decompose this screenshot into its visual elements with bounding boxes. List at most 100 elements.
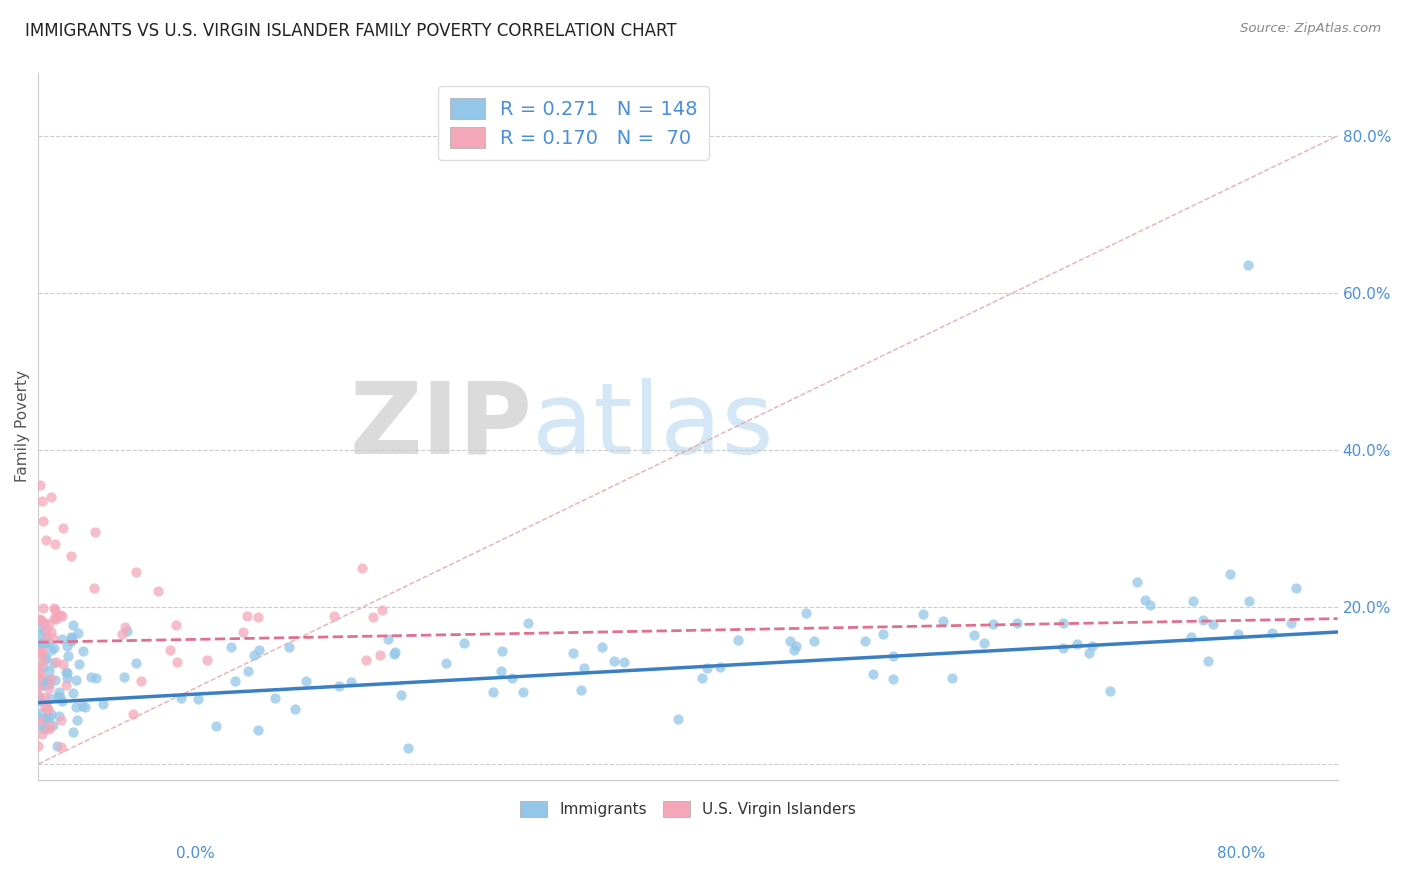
Point [70, 699, 93, 714]
Point [35, 630, 58, 644]
Point [38, 617, 60, 632]
Point [27, 710, 49, 724]
Point [67, 657, 90, 672]
Point [122, 706, 145, 721]
Point [46, 689, 69, 703]
Point [59, 632, 82, 647]
Point [295, 674, 318, 689]
Point [159, 643, 181, 657]
Point [1237, 258, 1260, 272]
Point [1180, 630, 1202, 644]
Text: 80.0%: 80.0% [1218, 846, 1265, 861]
Point [32, 514, 55, 528]
Point [382, 648, 405, 662]
Point [224, 673, 246, 688]
Point [84, 525, 107, 540]
Point [434, 656, 457, 670]
Point [48, 708, 70, 723]
Point [28, 478, 51, 492]
Point [882, 673, 904, 687]
Point [328, 679, 350, 693]
Point [83, 581, 105, 595]
Point [42, 631, 65, 645]
Point [28, 645, 51, 659]
Point [35, 533, 58, 548]
Point [56, 639, 79, 653]
Point [396, 741, 419, 756]
Point [377, 632, 399, 646]
Point [32, 637, 55, 651]
Point [322, 608, 344, 623]
Point [35, 673, 58, 687]
Point [34, 700, 56, 714]
Legend: Immigrants, U.S. Virgin Islanders: Immigrants, U.S. Virgin Islanders [512, 793, 863, 825]
Point [49, 690, 72, 705]
Point [49, 607, 72, 622]
Point [55, 665, 77, 679]
Point [125, 656, 148, 670]
Point [782, 643, 804, 657]
Point [389, 688, 412, 702]
Point [453, 636, 475, 650]
Point [690, 671, 713, 685]
Point [727, 632, 749, 647]
Point [1077, 646, 1099, 660]
Point [32, 635, 55, 649]
Point [30, 618, 52, 632]
Point [236, 664, 259, 678]
Point [339, 675, 361, 690]
Point [973, 636, 995, 650]
Point [247, 723, 270, 737]
Point [1237, 593, 1260, 607]
Point [352, 560, 374, 574]
Point [41, 490, 63, 504]
Point [39, 706, 62, 721]
Point [1181, 593, 1204, 607]
Point [62, 618, 84, 632]
Point [35, 711, 58, 725]
Point [803, 634, 825, 648]
Point [91, 698, 114, 712]
Point [59, 549, 82, 563]
Point [363, 609, 385, 624]
Point [1052, 641, 1074, 656]
Point [45, 739, 67, 753]
Point [37, 710, 59, 724]
Point [572, 661, 595, 675]
Point [30, 637, 52, 651]
Point [129, 674, 152, 689]
Point [34, 678, 56, 692]
Point [27, 739, 49, 754]
Point [62, 724, 84, 739]
Point [603, 654, 626, 668]
Point [48, 685, 70, 699]
Point [1226, 626, 1249, 640]
Point [32, 660, 55, 674]
Point [31, 645, 53, 659]
Point [65, 673, 87, 687]
Point [28, 667, 51, 681]
Point [65, 700, 87, 714]
Point [166, 656, 188, 670]
Point [205, 719, 228, 733]
Point [27, 688, 49, 702]
Point [516, 615, 538, 630]
Point [39, 691, 62, 706]
Point [44, 612, 66, 626]
Point [42, 657, 65, 671]
Point [115, 624, 138, 639]
Point [56, 648, 79, 663]
Point [31, 494, 53, 508]
Point [1285, 581, 1308, 595]
Point [52, 521, 75, 535]
Point [368, 648, 391, 663]
Point [30, 645, 52, 659]
Point [794, 606, 817, 620]
Point [34, 722, 56, 736]
Point [30, 669, 52, 683]
Point [277, 640, 299, 654]
Point [42, 641, 65, 656]
Point [37, 674, 59, 689]
Point [44, 603, 66, 617]
Point [187, 691, 209, 706]
